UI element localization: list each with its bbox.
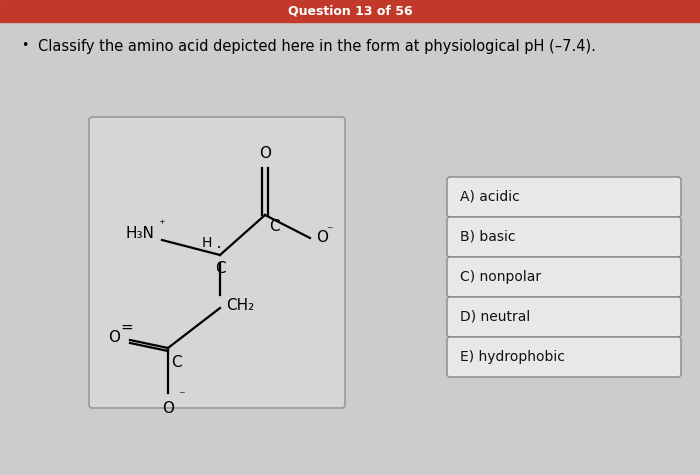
Text: •: • bbox=[217, 245, 221, 251]
Text: Classify the amino acid depicted here in the form at physiological pH (–7.4).: Classify the amino acid depicted here in… bbox=[38, 38, 596, 54]
FancyBboxPatch shape bbox=[447, 217, 681, 257]
Text: O: O bbox=[316, 230, 328, 246]
Text: D) neutral: D) neutral bbox=[460, 310, 531, 324]
Text: ⁺: ⁺ bbox=[158, 218, 164, 230]
FancyBboxPatch shape bbox=[447, 297, 681, 337]
Text: A) acidic: A) acidic bbox=[460, 190, 519, 204]
Text: Question 13 of 56: Question 13 of 56 bbox=[288, 4, 412, 18]
FancyBboxPatch shape bbox=[89, 117, 345, 408]
FancyBboxPatch shape bbox=[447, 177, 681, 217]
Text: H: H bbox=[202, 236, 212, 250]
Text: C: C bbox=[171, 355, 181, 370]
FancyBboxPatch shape bbox=[447, 257, 681, 297]
Text: O: O bbox=[162, 401, 174, 416]
Text: C: C bbox=[269, 219, 279, 234]
Text: ⁻: ⁻ bbox=[326, 225, 332, 238]
Text: B) basic: B) basic bbox=[460, 230, 515, 244]
Text: CH₂: CH₂ bbox=[226, 298, 254, 314]
FancyBboxPatch shape bbox=[447, 337, 681, 377]
Text: •: • bbox=[21, 39, 29, 53]
Bar bbox=[0, 0, 700, 22]
Text: O: O bbox=[259, 146, 271, 161]
Text: =: = bbox=[120, 320, 134, 334]
Text: O: O bbox=[108, 330, 120, 344]
Text: E) hydrophobic: E) hydrophobic bbox=[460, 350, 565, 364]
Text: ⁻: ⁻ bbox=[178, 390, 185, 402]
Text: C) nonpolar: C) nonpolar bbox=[460, 270, 541, 284]
Text: H₃N: H₃N bbox=[125, 227, 154, 241]
Text: C: C bbox=[215, 261, 225, 276]
